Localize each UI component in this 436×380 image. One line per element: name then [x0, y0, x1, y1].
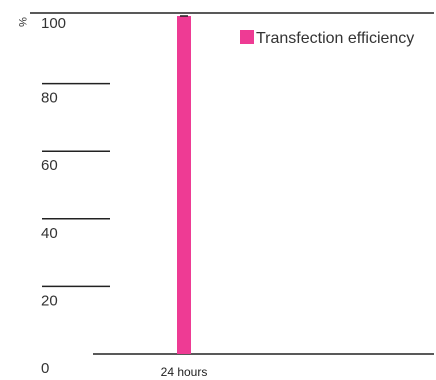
y-tick-label: 100 — [41, 15, 66, 32]
y-tick-label: 40 — [41, 225, 58, 242]
category-label: 24 hours — [161, 365, 208, 379]
legend: Transfection efficiency — [240, 30, 414, 47]
y-tick-label: 80 — [41, 90, 58, 107]
y-tick-label: 20 — [41, 292, 58, 309]
legend-swatch — [240, 30, 254, 44]
bar — [177, 16, 191, 354]
y-tick-label: 60 — [41, 157, 58, 174]
y-axis-ticks: 0 20 40 60 80 100 — [41, 15, 110, 377]
legend-label: Transfection efficiency — [256, 30, 414, 47]
y-tick-label: 0 — [41, 360, 49, 377]
category-labels: 24 hours — [161, 365, 208, 379]
y-axis-unit-label: % — [16, 17, 28, 27]
bars-group — [177, 15, 191, 354]
